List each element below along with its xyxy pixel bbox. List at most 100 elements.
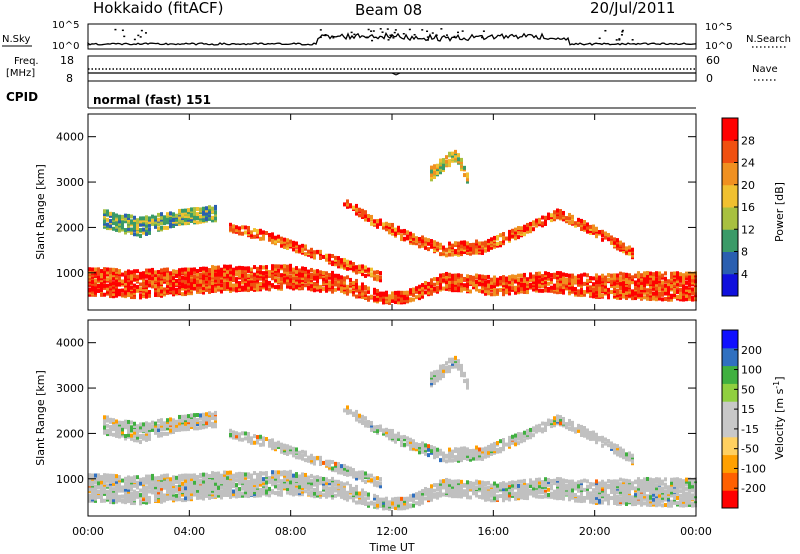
velocity-cell bbox=[211, 479, 214, 484]
velocity-cell bbox=[502, 481, 505, 486]
velocity-cell bbox=[151, 420, 154, 425]
power-cell bbox=[301, 276, 304, 281]
power-cell bbox=[487, 291, 490, 296]
velocity-cell bbox=[139, 493, 142, 498]
velocity-cell bbox=[121, 485, 124, 490]
power-cell bbox=[220, 285, 223, 290]
power-cell bbox=[91, 289, 94, 294]
velocity-cell bbox=[421, 497, 424, 502]
velocity-cell bbox=[352, 490, 355, 495]
velocity-cell bbox=[277, 443, 280, 448]
power-cell bbox=[508, 284, 511, 289]
power-cell bbox=[574, 223, 577, 228]
velocity-cell bbox=[304, 458, 307, 463]
velocity-cell bbox=[256, 472, 259, 477]
power-cell bbox=[379, 221, 382, 226]
velocity-cell bbox=[112, 476, 115, 481]
velocity-cell bbox=[244, 483, 247, 488]
power-cell bbox=[445, 280, 448, 285]
velocity-cell bbox=[115, 433, 118, 438]
power-cell bbox=[661, 292, 664, 297]
velocity-cell bbox=[511, 434, 514, 439]
power-cell bbox=[529, 278, 532, 283]
velocity-cell bbox=[136, 490, 139, 495]
power-cell bbox=[211, 289, 214, 294]
power-cell bbox=[202, 206, 205, 211]
velocity-cell bbox=[496, 494, 499, 499]
velocity-cell bbox=[193, 473, 196, 478]
power-cell bbox=[109, 222, 112, 227]
power-cell bbox=[655, 280, 658, 285]
power-cell bbox=[358, 213, 361, 218]
power-cell bbox=[523, 284, 526, 289]
velocity-data bbox=[88, 355, 697, 511]
velocity-cell bbox=[409, 437, 412, 442]
power-cell bbox=[139, 216, 142, 221]
power-cell bbox=[106, 267, 109, 272]
velocity-cell bbox=[388, 435, 391, 440]
velocity-cell bbox=[166, 495, 169, 500]
power-cell bbox=[106, 289, 109, 294]
power-cell bbox=[427, 241, 430, 246]
power-cell bbox=[544, 275, 547, 280]
power-cell bbox=[643, 290, 646, 295]
velocity-cell bbox=[520, 483, 523, 488]
velocity-cell bbox=[304, 472, 307, 477]
power-cell bbox=[688, 278, 691, 283]
power-cell bbox=[352, 205, 355, 210]
velocity-cell bbox=[451, 479, 454, 484]
velocity-cell bbox=[394, 506, 397, 511]
power-cell bbox=[664, 297, 667, 302]
velocity-cell bbox=[280, 490, 283, 495]
power-cell bbox=[139, 228, 142, 233]
power-cell bbox=[247, 225, 250, 230]
velocity-cell bbox=[340, 483, 343, 488]
power-cell bbox=[214, 267, 217, 272]
velocity-cell bbox=[292, 448, 295, 453]
power-cell bbox=[148, 279, 151, 284]
power-cell bbox=[178, 289, 181, 294]
velocity-cell bbox=[268, 476, 271, 481]
search-noise-dot bbox=[372, 30, 375, 32]
velocity-cell bbox=[88, 496, 91, 501]
power-cell bbox=[472, 277, 475, 282]
power-cell bbox=[631, 289, 634, 294]
power-cell bbox=[433, 248, 436, 253]
velocity-cell bbox=[556, 416, 559, 421]
power-cell bbox=[505, 281, 508, 286]
power-cell bbox=[598, 280, 601, 285]
velocity-cell bbox=[400, 435, 403, 440]
power-cell bbox=[541, 283, 544, 288]
power-cell bbox=[361, 266, 364, 271]
velocity-cell bbox=[526, 488, 529, 493]
velocity-cell bbox=[430, 378, 433, 383]
power-cell bbox=[157, 284, 160, 289]
velocity-cell bbox=[97, 490, 100, 495]
power-cell bbox=[463, 276, 466, 281]
power-cell bbox=[157, 273, 160, 278]
velocity-cell bbox=[193, 425, 196, 430]
power-cell bbox=[364, 291, 367, 296]
velocity-cell bbox=[532, 428, 535, 433]
velocity-cell bbox=[307, 483, 310, 488]
power-cell bbox=[193, 211, 196, 216]
power-cell bbox=[142, 216, 145, 221]
velocity-cell bbox=[439, 491, 442, 496]
power-cell bbox=[577, 222, 580, 227]
power-cell bbox=[247, 266, 250, 271]
velocity-cell bbox=[541, 489, 544, 494]
power-cell bbox=[202, 275, 205, 280]
power-cell bbox=[391, 225, 394, 230]
power-cell bbox=[157, 281, 160, 286]
velocity-cell bbox=[208, 422, 211, 427]
power-cell bbox=[511, 233, 514, 238]
power-cell bbox=[328, 283, 331, 288]
power-cell bbox=[658, 282, 661, 287]
velocity-cell bbox=[508, 493, 511, 498]
velocity-cell bbox=[328, 481, 331, 486]
power-cell bbox=[508, 287, 511, 292]
power-cell bbox=[379, 291, 382, 296]
power-cell bbox=[256, 282, 259, 287]
power-cell bbox=[418, 293, 421, 298]
power-cell bbox=[142, 294, 145, 299]
